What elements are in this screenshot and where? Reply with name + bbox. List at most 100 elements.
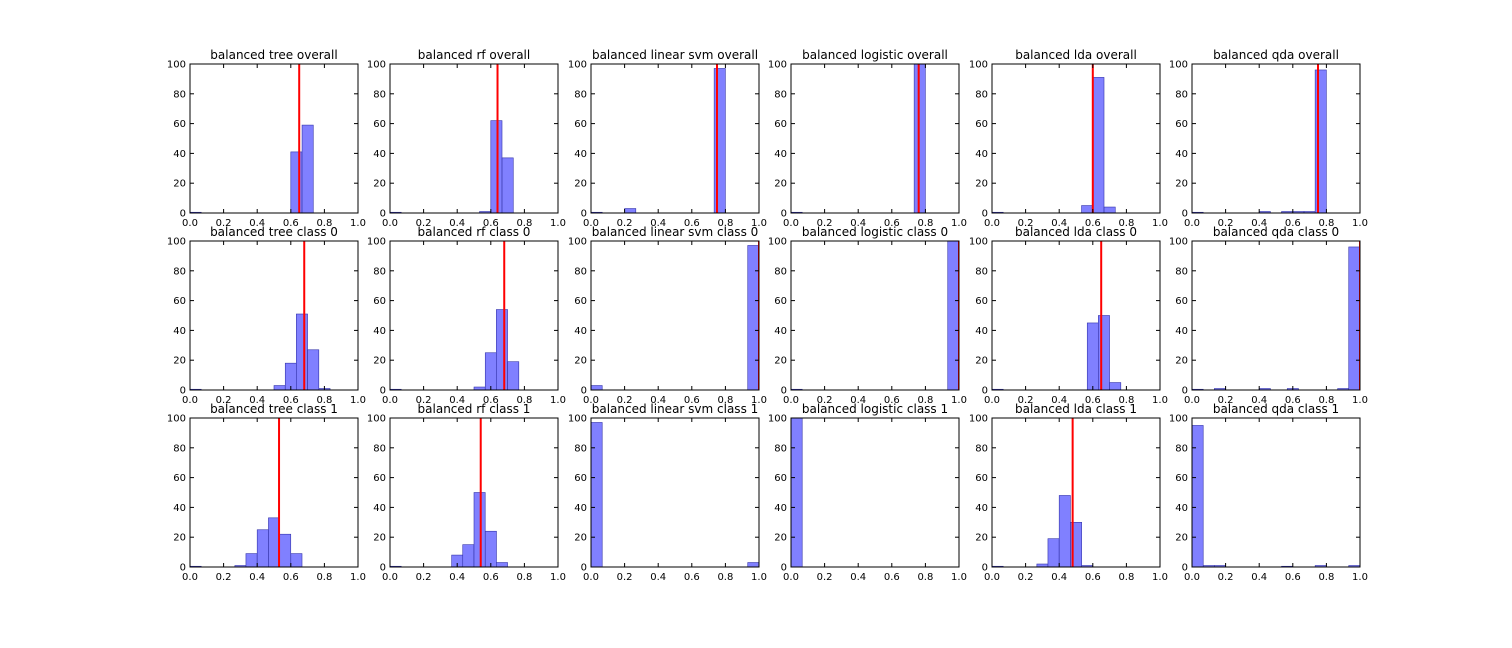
x-tick-label: 0.0 xyxy=(583,572,599,583)
axes-frame xyxy=(189,417,359,568)
histogram-bar xyxy=(284,362,297,390)
y-tick-label: 60 xyxy=(373,119,386,130)
x-tick-label: 0.4 xyxy=(1251,395,1267,406)
axes-frame xyxy=(389,417,559,568)
y-tick-label: 0 xyxy=(380,386,386,397)
histogram-bar xyxy=(307,349,320,390)
histogram-bar xyxy=(1192,425,1204,567)
x-tick-label: 0.4 xyxy=(650,218,666,229)
histogram-bar xyxy=(484,530,497,567)
subplot: 0.0 0.2 0.4 0.6 0.8 1.0 0 20 40 60 80 100 balanced l… xyxy=(969,48,1168,229)
y-tick-label: 40 xyxy=(975,149,988,160)
x-tick-label: 0.8 xyxy=(1118,218,1134,229)
x-tick-label: 0.8 xyxy=(1318,572,1334,583)
histogram-bar xyxy=(256,529,269,567)
x-tick-label: 0.6 xyxy=(684,395,700,406)
y-tick-label: 40 xyxy=(1175,149,1188,160)
x-tick-label: 0.0 xyxy=(382,218,398,229)
y-tick-label: 100 xyxy=(768,60,787,71)
histogram-bar xyxy=(273,385,286,390)
subplot: 0.0 0.2 0.4 0.6 0.8 1.0 0 20 40 60 80 100 balanced q… xyxy=(1169,225,1368,406)
subplot-title: balanced linear svm class 1 xyxy=(592,402,759,416)
subplot-title: balanced rf class 1 xyxy=(418,402,531,416)
y-tick-label: 20 xyxy=(774,533,787,544)
x-tick-label: 0.0 xyxy=(984,572,1000,583)
y-tick-label: 20 xyxy=(1175,179,1188,190)
x-tick-label: 0.4 xyxy=(249,395,265,406)
y-tick-label: 100 xyxy=(568,60,587,71)
x-tick-label: 0.6 xyxy=(1285,395,1301,406)
subplot: 0.0 0.2 0.4 0.6 0.8 1.0 0 20 40 60 80 100 balanced l… xyxy=(568,225,767,406)
axes-frame xyxy=(189,240,359,391)
y-tick-label: 0 xyxy=(180,209,186,220)
y-tick-label: 40 xyxy=(774,149,787,160)
y-tick-label: 40 xyxy=(574,149,587,160)
x-tick-label: 0.8 xyxy=(516,572,532,583)
subplot-title: balanced lda class 1 xyxy=(1015,402,1137,416)
x-tick-label: 0.6 xyxy=(483,395,499,406)
x-tick-label: 0.0 xyxy=(984,218,1000,229)
y-tick-label: 20 xyxy=(774,179,787,190)
x-tick-label: 0.8 xyxy=(917,218,933,229)
x-tick-label: 0.8 xyxy=(917,572,933,583)
histogram-bar xyxy=(490,120,503,213)
y-tick-label: 60 xyxy=(975,473,988,484)
x-tick-label: 1.0 xyxy=(751,572,767,583)
y-tick-label: 100 xyxy=(367,60,386,71)
x-tick-label: 0.6 xyxy=(283,395,299,406)
x-tick-label: 0.8 xyxy=(316,218,332,229)
subplot: 0.0 0.2 0.4 0.6 0.8 1.0 0 20 40 60 80 100 balanced l… xyxy=(768,225,967,406)
x-tick-label: 1.0 xyxy=(1352,572,1368,583)
y-tick-label: 20 xyxy=(1175,533,1188,544)
histogram-bar xyxy=(1047,538,1060,567)
x-tick-label: 1.0 xyxy=(951,395,967,406)
x-tick-label: 0.2 xyxy=(216,218,232,229)
x-tick-label: 0.2 xyxy=(617,395,633,406)
x-tick-label: 0.6 xyxy=(283,572,299,583)
x-tick-label: 0.6 xyxy=(1285,218,1301,229)
y-tick-label: 40 xyxy=(774,326,787,337)
subplot: 0.0 0.2 0.4 0.6 0.8 1.0 0 20 40 60 80 100 balanced l… xyxy=(768,48,967,229)
y-tick-label: 60 xyxy=(1175,119,1188,130)
x-tick-label: 0.2 xyxy=(1218,572,1234,583)
x-tick-label: 0.6 xyxy=(1285,572,1301,583)
y-tick-label: 40 xyxy=(173,149,186,160)
y-tick-label: 80 xyxy=(1175,89,1188,100)
subplot-title: balanced tree class 1 xyxy=(210,402,338,416)
subplot-title: balanced qda class 0 xyxy=(1213,225,1339,239)
y-tick-label: 80 xyxy=(574,266,587,277)
x-tick-label: 0.4 xyxy=(249,572,265,583)
subplot: 0.0 0.2 0.4 0.6 0.8 1.0 0 20 40 60 80 100 balanced l… xyxy=(568,402,767,583)
x-tick-label: 0.4 xyxy=(1051,218,1067,229)
y-tick-label: 100 xyxy=(768,237,787,248)
x-tick-label: 0.6 xyxy=(1085,572,1101,583)
y-tick-label: 20 xyxy=(173,533,186,544)
y-tick-label: 20 xyxy=(975,179,988,190)
histogram-bar xyxy=(245,553,258,567)
y-tick-label: 40 xyxy=(173,326,186,337)
x-tick-label: 0.8 xyxy=(516,218,532,229)
y-tick-label: 100 xyxy=(768,414,787,425)
y-tick-label: 80 xyxy=(975,266,988,277)
x-tick-label: 0.0 xyxy=(583,218,599,229)
y-tick-label: 0 xyxy=(1182,209,1188,220)
y-tick-label: 80 xyxy=(1175,443,1188,454)
x-tick-label: 0.8 xyxy=(316,395,332,406)
axes-frame xyxy=(389,63,559,214)
y-tick-label: 40 xyxy=(373,326,386,337)
y-tick-label: 40 xyxy=(373,149,386,160)
y-tick-label: 20 xyxy=(373,356,386,367)
x-tick-label: 1.0 xyxy=(550,572,566,583)
subplot-title: balanced qda overall xyxy=(1213,48,1339,62)
y-tick-label: 40 xyxy=(975,503,988,514)
x-tick-label: 1.0 xyxy=(1352,395,1368,406)
axes-frame xyxy=(389,240,559,391)
x-tick-label: 0.4 xyxy=(850,572,866,583)
x-tick-label: 1.0 xyxy=(550,395,566,406)
y-tick-label: 0 xyxy=(982,563,988,574)
y-tick-label: 100 xyxy=(969,237,988,248)
subplot: 0.0 0.2 0.4 0.6 0.8 1.0 0 20 40 60 80 100 balanced q… xyxy=(1169,402,1368,583)
axes-frame xyxy=(590,240,760,391)
histogram-bar xyxy=(947,241,959,390)
